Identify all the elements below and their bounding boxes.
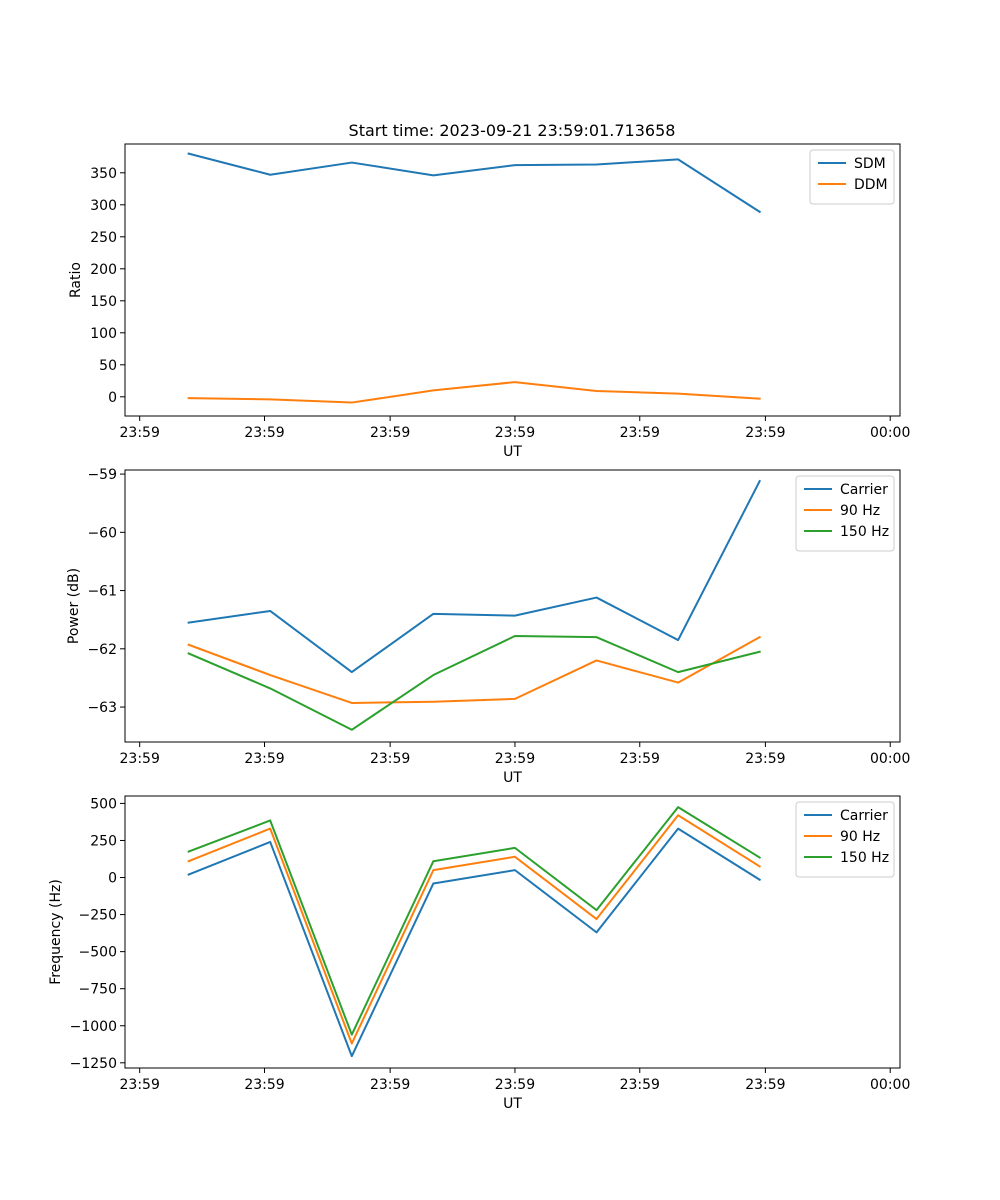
y-tick-label: −750: [79, 982, 117, 998]
y-tick-label: 250: [90, 833, 117, 849]
legend-label: Carrier: [840, 808, 888, 824]
legend-label: SDM: [854, 156, 886, 172]
chart-1: 23:59 23:59 23:59 23:59 23:59 23:59 00:00 0 50 10…: [68, 143, 910, 460]
y-tick-label: 100: [90, 326, 117, 342]
series-line-150-hz: [187, 634, 761, 731]
series-line-90-hz: [187, 814, 762, 1045]
plots-container: 23:59 23:59 23:59 23:59 23:59 23:59 00:00 0 50 10…: [48, 143, 910, 1112]
legend-box: [795, 801, 895, 878]
y-tick-label: −500: [79, 945, 117, 961]
y-tick-label: −250: [79, 908, 117, 924]
x-tick-label: 00:00: [870, 425, 910, 441]
series-line-ddm: [187, 381, 761, 404]
y-tick-label: −1250: [70, 1056, 117, 1072]
series-line-sdm: [187, 152, 762, 214]
legend: SDM DDM: [809, 149, 895, 205]
y-tick-label: 250: [90, 230, 117, 246]
x-tick-label: 00:00: [870, 751, 910, 767]
x-tick-label: 23:59: [120, 1077, 160, 1093]
y-tick-label: 300: [90, 198, 117, 214]
y-tick-label: 150: [90, 294, 117, 310]
y-tick-label: −60: [87, 525, 117, 541]
plot-frame: [124, 795, 901, 1069]
x-tick-label: 23:59: [620, 751, 660, 767]
x-tick-label: 23:59: [745, 425, 785, 441]
legend-label: 150 Hz: [840, 524, 889, 540]
x-tick-label: 23:59: [495, 1077, 535, 1093]
legend: Carrier 90 Hz 150 Hz: [795, 801, 895, 878]
legend-label: 90 Hz: [840, 503, 880, 519]
x-tick-label: 23:59: [620, 425, 660, 441]
y-tick-label: −59: [87, 467, 117, 483]
x-tick-label: 23:59: [370, 1077, 410, 1093]
x-axis-label: UT: [503, 770, 522, 786]
y-tick-label: 200: [90, 262, 117, 278]
series-line-90-hz: [187, 635, 762, 704]
plot-frame: [124, 469, 901, 743]
x-tick-label: 23:59: [244, 751, 284, 767]
x-axis-label: UT: [503, 1096, 522, 1112]
y-axis-label: Power (dB): [66, 568, 82, 644]
legend-label: Carrier: [840, 482, 888, 498]
x-tick-label: 23:59: [495, 425, 535, 441]
legend-box: [795, 475, 895, 552]
x-tick-label: 23:59: [370, 751, 410, 767]
y-tick-label: 0: [108, 871, 117, 887]
chart-3: 23:59 23:59 23:59 23:59 23:59 23:59 00:00 −1250…: [48, 795, 910, 1112]
x-axis-label: UT: [503, 444, 522, 460]
plot-frame: [124, 143, 901, 417]
x-tick-label: 23:59: [495, 751, 535, 767]
figure-title: Start time: 2023-09-21 23:59:01.713658: [349, 121, 676, 140]
x-tick-label: 23:59: [244, 1077, 284, 1093]
y-tick-label: 0: [108, 390, 117, 406]
x-tick-label: 23:59: [370, 425, 410, 441]
chart-2: 23:59 23:59 23:59 23:59 23:59 23:59 00:00 −63 −6…: [66, 467, 910, 786]
legend-label: 150 Hz: [840, 850, 889, 866]
x-tick-label: 23:59: [244, 425, 284, 441]
x-tick-label: 23:59: [745, 751, 785, 767]
legend: Carrier 90 Hz 150 Hz: [795, 475, 895, 552]
y-tick-label: −63: [87, 700, 117, 716]
y-tick-label: −61: [87, 584, 117, 600]
x-tick-label: 00:00: [870, 1077, 910, 1093]
y-tick-label: 500: [90, 796, 117, 812]
y-tick-label: 50: [99, 358, 117, 374]
x-tick-label: 23:59: [745, 1077, 785, 1093]
y-tick-label: 350: [90, 166, 117, 182]
legend-label: 90 Hz: [840, 829, 880, 845]
x-tick-label: 23:59: [620, 1077, 660, 1093]
y-axis-label: Ratio: [68, 262, 84, 298]
series-line-carrier: [187, 827, 762, 1058]
x-tick-label: 23:59: [120, 751, 160, 767]
y-tick-label: −62: [87, 642, 117, 658]
y-tick-label: −1000: [70, 1019, 117, 1035]
y-axis-label: Frequency (Hz): [48, 879, 64, 985]
series-line-carrier: [187, 479, 762, 674]
x-tick-label: 23:59: [120, 425, 160, 441]
series-line-150-hz: [187, 806, 762, 1036]
legend-label: DDM: [854, 177, 888, 193]
